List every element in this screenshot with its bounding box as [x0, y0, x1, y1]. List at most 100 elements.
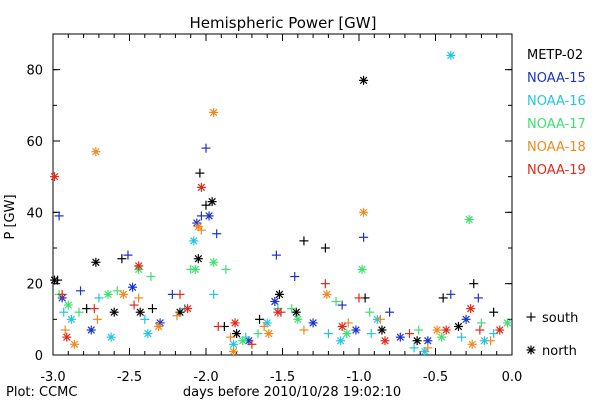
data-point-north [377, 325, 387, 335]
data-point-north [103, 289, 113, 299]
y-tick-label: 20 [26, 278, 43, 293]
series-noaa-18 [60, 107, 496, 356]
data-point-south [259, 321, 269, 331]
data-point-north [337, 321, 347, 331]
data-point-south [438, 293, 448, 303]
legend-entry: NOAA-19 [527, 163, 586, 178]
data-point-north [273, 307, 283, 317]
legend-entry: NOAA-15 [527, 71, 586, 86]
data-point-south [409, 343, 419, 353]
data-point-south [76, 286, 86, 296]
data-point-south [366, 329, 376, 339]
x-tick-label: 0.0 [502, 370, 523, 385]
data-point-north [134, 261, 144, 271]
data-point-south [457, 332, 467, 342]
data-point-south [299, 236, 309, 246]
symbol-key: south north [526, 311, 578, 359]
symbol-key-marker [526, 345, 536, 355]
data-point-south [404, 329, 414, 339]
x-tick-label: -1.0 [346, 370, 371, 385]
data-point-north [69, 339, 79, 349]
y-axis-label: P [GW] [3, 194, 18, 239]
symbol-key-label: north [542, 344, 577, 359]
data-point-north [193, 254, 203, 264]
data-point-south [54, 211, 64, 221]
data-point-north [495, 325, 505, 335]
data-point-south [489, 329, 499, 339]
data-point-north [380, 336, 390, 346]
data-point-south [354, 293, 364, 303]
data-point-south [365, 307, 375, 317]
data-point-south [253, 329, 263, 339]
data-point-north [189, 236, 199, 246]
data-point-south [74, 307, 84, 317]
data-point-south [146, 272, 156, 282]
data-point-south [134, 293, 144, 303]
data-point-south [331, 297, 341, 306]
data-point-south [201, 143, 211, 153]
data-point-north [437, 332, 447, 342]
data-point-north [351, 325, 361, 335]
data-point-south [196, 211, 206, 221]
series-metp-02 [50, 75, 499, 346]
data-point-south [343, 318, 353, 328]
data-point-north [86, 325, 96, 335]
data-point-north [359, 75, 369, 85]
data-point-north [238, 336, 248, 346]
data-point-south [59, 307, 69, 317]
data-point-south [213, 321, 223, 331]
data-point-south [299, 325, 309, 335]
data-point-south [271, 250, 281, 260]
data-point-south [473, 293, 483, 303]
data-point-south [423, 343, 433, 353]
symbol-key-label: south [542, 311, 578, 326]
data-point-north [359, 207, 369, 217]
data-point-south [475, 325, 485, 335]
plot-frame [52, 33, 513, 356]
data-point-north [357, 264, 367, 274]
series-noaa-15 [54, 143, 483, 346]
data-point-south [385, 307, 395, 317]
data-point-south [489, 307, 499, 317]
data-point-north [336, 336, 346, 346]
data-point-north [274, 289, 284, 299]
data-point-north [50, 275, 60, 285]
data-point-north [412, 336, 422, 346]
data-point-north [209, 257, 219, 267]
data-point-north [154, 321, 164, 331]
y-tick-label: 0 [35, 349, 43, 364]
data-point-north [190, 264, 200, 274]
data-point-south [201, 200, 211, 210]
data-point-north [118, 289, 128, 299]
data-point-south [359, 232, 369, 242]
data-point-north [135, 307, 145, 317]
data-point-north [446, 50, 456, 60]
data-point-south [175, 289, 185, 299]
data-point-south [469, 279, 479, 289]
data-point-south [375, 314, 385, 324]
data-point-south [172, 311, 182, 321]
data-points [50, 50, 512, 356]
data-point-south [337, 300, 347, 310]
data-point-north [204, 211, 214, 221]
data-point-north [464, 214, 474, 224]
data-point-south [221, 264, 231, 274]
plot-credit: Plot: CCMC [6, 385, 77, 400]
data-point-south [212, 229, 222, 239]
data-point-north [109, 307, 119, 317]
data-point-south [82, 304, 92, 314]
data-point-north [207, 197, 217, 207]
data-point-north [183, 304, 193, 314]
data-point-north [293, 314, 303, 324]
x-tick-label: -2.5 [117, 370, 142, 385]
y-tick-label: 60 [26, 135, 43, 150]
legend-entry: METP-02 [527, 48, 583, 63]
legend-entry: NOAA-18 [527, 140, 586, 155]
data-point-south [147, 304, 157, 314]
data-point-south [57, 289, 67, 299]
legend-entry: NOAA-17 [527, 117, 586, 132]
data-point-north [50, 172, 60, 182]
data-point-north [91, 257, 101, 267]
data-point-north [264, 329, 274, 339]
data-point-south [117, 254, 127, 264]
